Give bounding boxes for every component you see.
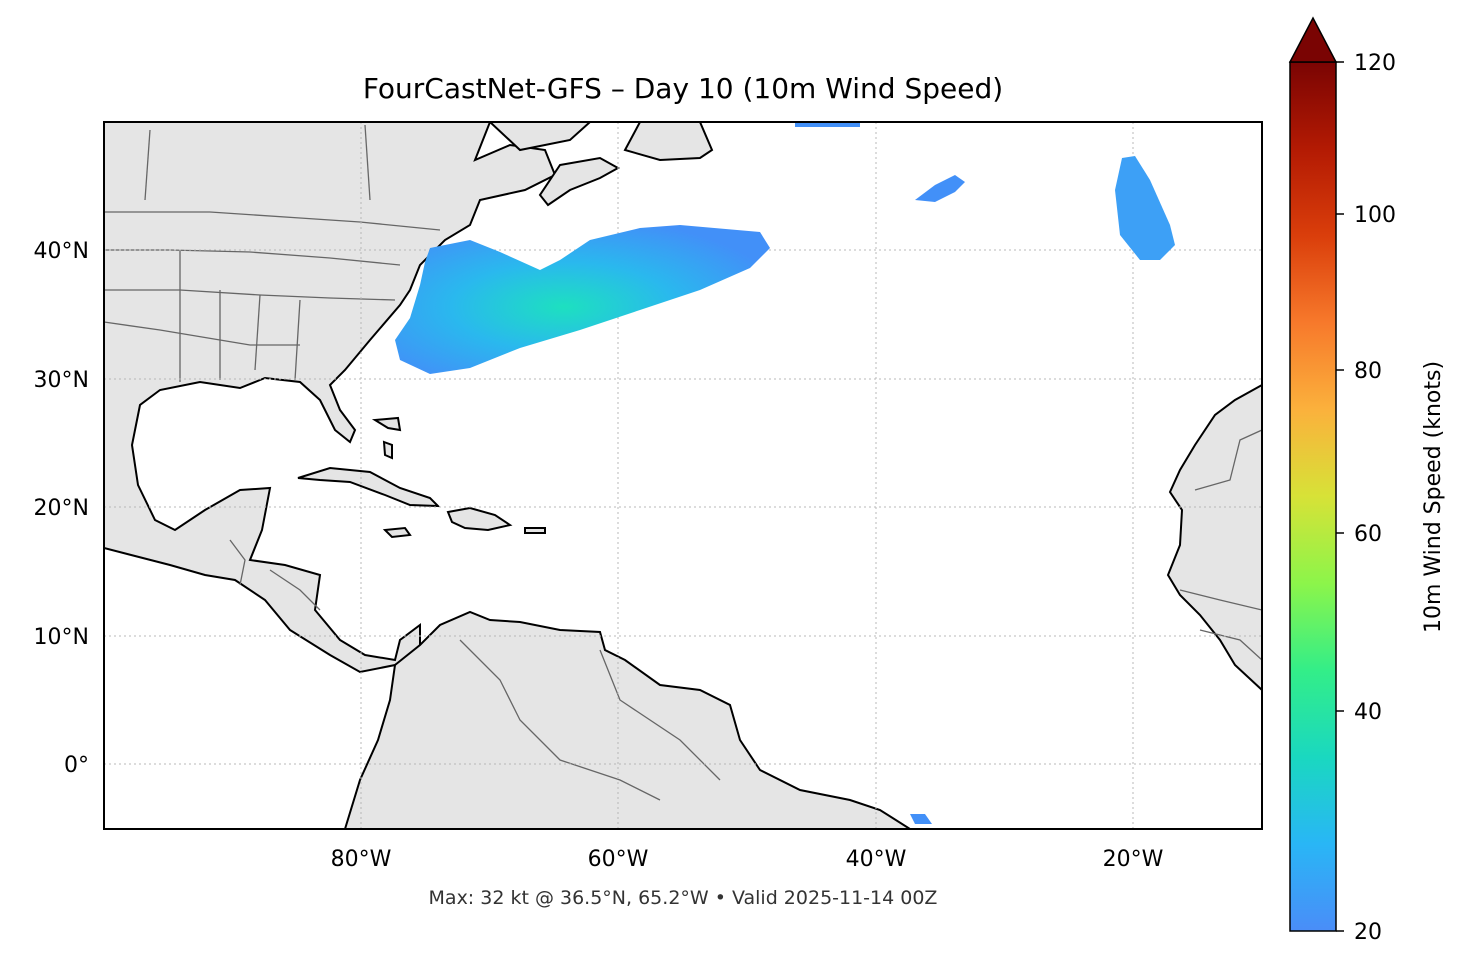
gridlines bbox=[104, 122, 1262, 829]
wind-region-bottom bbox=[910, 814, 932, 824]
country-borders bbox=[104, 124, 1262, 801]
lon-label-80w: 80°W bbox=[331, 847, 392, 872]
lat-label-20n: 20°N bbox=[34, 496, 89, 521]
land-puerto-rico bbox=[524, 527, 546, 534]
lat-label-40n: 40°N bbox=[34, 239, 89, 264]
latitude-labels: 40°N 30°N 20°N 10°N 0° bbox=[34, 239, 89, 778]
wind-region-top bbox=[795, 122, 860, 127]
colorbar-tick-60: 60 bbox=[1354, 522, 1382, 547]
colorbar-tick-40: 40 bbox=[1354, 700, 1382, 725]
map-title: FourCastNet-GFS – Day 10 (10m Wind Speed… bbox=[363, 72, 1003, 105]
colorbar-tick-120: 120 bbox=[1354, 51, 1396, 76]
longitude-labels: 80°W 60°W 40°W 20°W bbox=[331, 847, 1164, 872]
wind-region-mid-atlantic bbox=[915, 175, 965, 202]
lat-label-0: 0° bbox=[64, 753, 89, 778]
colorbar-tick-20: 20 bbox=[1354, 920, 1382, 945]
colorbar: 120 100 80 60 40 20 10m Wind Speed (knot… bbox=[1288, 16, 1446, 945]
colorbar-gradient bbox=[1289, 61, 1337, 932]
lon-label-60w: 60°W bbox=[588, 847, 649, 872]
wind-speed-field bbox=[395, 122, 1175, 824]
colorbar-tick-80: 80 bbox=[1354, 359, 1382, 384]
land-cuba bbox=[297, 466, 441, 508]
land-newfoundland bbox=[538, 156, 621, 207]
wind-region-east-atlantic bbox=[1115, 156, 1175, 260]
land-canada-east bbox=[488, 122, 714, 162]
land-africa bbox=[1166, 383, 1262, 692]
lat-label-30n: 30°N bbox=[34, 368, 89, 393]
wind-region-main bbox=[395, 225, 770, 374]
colorbar-label: 10m Wind Speed (knots) bbox=[1421, 361, 1446, 633]
map-frame bbox=[103, 121, 1263, 830]
max-wind-footer: Max: 32 kt @ 36.5°N, 65.2°W • Valid 2025… bbox=[429, 887, 938, 909]
colorbar-tick-100: 100 bbox=[1354, 203, 1396, 228]
colorbar-extend-arrow bbox=[1288, 16, 1338, 63]
lon-label-40w: 40°W bbox=[846, 847, 907, 872]
lat-label-10n: 10°N bbox=[34, 625, 89, 650]
land-bahamas bbox=[371, 416, 402, 460]
land-jamaica bbox=[382, 526, 412, 539]
map-area bbox=[104, 122, 1262, 829]
land-hispaniola bbox=[446, 506, 513, 532]
lon-label-20w: 20°W bbox=[1103, 847, 1164, 872]
